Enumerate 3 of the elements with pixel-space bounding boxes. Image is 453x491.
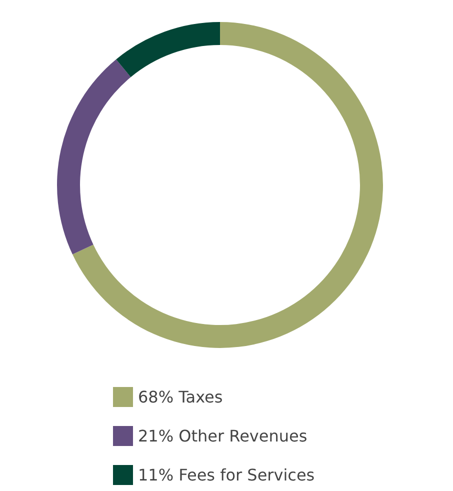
legend-label: 68% Taxes <box>138 388 223 406</box>
legend-label: 11% Fees for Services <box>138 466 315 484</box>
legend-label: 21% Other Revenues <box>138 426 308 446</box>
